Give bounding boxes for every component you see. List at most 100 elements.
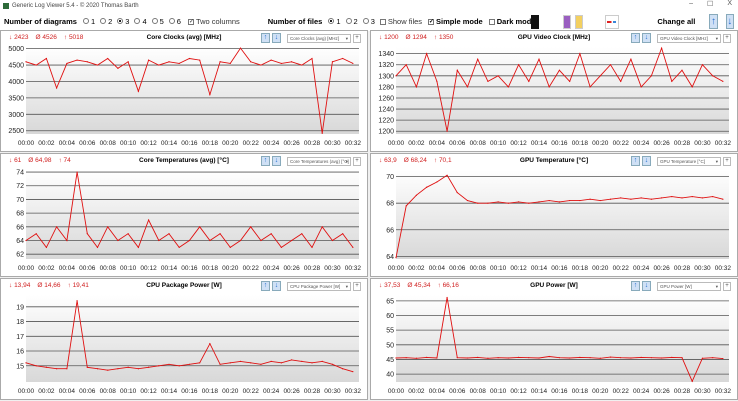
x-tick-label: 00:04 xyxy=(429,140,446,147)
diagram-radio-6[interactable]: 6 xyxy=(168,17,181,26)
arrow-up-icon[interactable]: ↑ xyxy=(631,281,640,291)
y-tick-label: 1260 xyxy=(378,95,394,102)
chart-panel: ↓ 61 Ø 64,98 ↑ 74 Core Temperatures (avg) [… xyxy=(0,153,368,277)
data-point xyxy=(681,197,683,199)
arrow-up-icon[interactable]: ↑ xyxy=(261,33,270,43)
x-tick-label: 00:30 xyxy=(324,140,341,147)
data-point xyxy=(96,368,99,370)
x-tick-label: 00:24 xyxy=(633,265,650,272)
x-tick-label: 00:00 xyxy=(388,265,405,272)
diagram-radio-4[interactable]: 4 xyxy=(134,17,147,26)
stat-min-value: 2423 xyxy=(14,34,29,41)
data-point xyxy=(107,369,109,371)
data-point xyxy=(76,171,78,173)
stat-max: ↑ 5018 xyxy=(63,34,84,41)
maximize-button[interactable]: ☐ xyxy=(707,1,714,8)
minimize-button[interactable]: – xyxy=(689,0,694,7)
plot-background xyxy=(26,170,359,259)
diagram-radio-2[interactable]: 2 xyxy=(100,17,112,26)
x-tick-label: 00:22 xyxy=(243,265,260,272)
simple-mode-checkbox[interactable]: ✓ Simple mode xyxy=(428,17,483,26)
add-button[interactable]: + xyxy=(723,281,731,291)
data-point xyxy=(538,357,540,359)
arrow-up-icon[interactable]: ↑ xyxy=(631,156,640,166)
x-tick-label: 00:28 xyxy=(674,140,691,147)
data-point xyxy=(331,61,334,63)
series-dropdown[interactable]: GPU Temperature [°C] xyxy=(657,156,721,166)
x-tick-label: 00:14 xyxy=(161,388,178,395)
x-tick-label: 00:14 xyxy=(531,388,548,395)
stat-avg-value: 14,66 xyxy=(44,282,61,289)
chart-header: ↓ 61 Ø 64,98 ↑ 74 Core Temperatures (avg) [… xyxy=(1,154,367,168)
x-tick-label: 00:26 xyxy=(283,140,300,147)
x-tick-label: 00:28 xyxy=(674,388,691,395)
toolbar: Number of diagrams 1 2 3 4 5 6 ✓ Two columns N… xyxy=(0,12,738,31)
chart-header: ↓ 63,9 Ø 68,24 ↑ 70,1 GPU Temperature [°C] ↑… xyxy=(371,154,737,168)
data-point xyxy=(188,57,191,60)
arrow-down-icon[interactable]: ↓ xyxy=(272,281,281,291)
arrow-down-icon[interactable]: ↓ xyxy=(642,281,651,291)
data-point xyxy=(107,57,109,60)
add-button[interactable]: + xyxy=(353,281,361,291)
series-dropdown[interactable]: CPU Package Power [W] xyxy=(287,281,351,291)
add-button[interactable]: + xyxy=(723,33,731,43)
radio-label: 1 xyxy=(90,16,96,26)
diagram-radio-3[interactable]: 3 xyxy=(117,17,129,26)
close-button[interactable]: X xyxy=(727,0,732,7)
save-icon[interactable] xyxy=(563,14,571,29)
file-radio-1[interactable]: 1 xyxy=(328,17,341,26)
x-tick-label: 00:18 xyxy=(572,265,589,272)
diagram-radio-1[interactable]: 1 xyxy=(82,16,96,26)
arrow-up-icon[interactable]: ↑ xyxy=(631,33,640,43)
data-point xyxy=(280,362,282,364)
arrow-down-icon[interactable]: ↓ xyxy=(272,156,281,166)
dark-mode-checkbox[interactable]: Dark mod xyxy=(488,17,531,26)
remove-swap-icon[interactable] xyxy=(604,14,620,29)
chart-header: ↓ 13,94 Ø 14,66 ↑ 19,41 CPU Package Power [… xyxy=(1,279,367,293)
add-button[interactable]: + xyxy=(353,33,361,43)
diagram-radio-5[interactable]: 5 xyxy=(151,17,164,26)
file-radio-3[interactable]: 3 xyxy=(362,17,375,26)
series-dropdown[interactable]: GPU Power [W] xyxy=(657,281,721,291)
data-point xyxy=(290,61,293,63)
x-tick-label: 00:20 xyxy=(592,265,609,272)
folder-icon[interactable] xyxy=(574,14,583,29)
two-columns-checkbox[interactable]: ✓ Two columns xyxy=(187,17,240,26)
data-point xyxy=(147,366,150,368)
arrow-down-icon[interactable]: ↓ xyxy=(725,14,734,29)
data-point xyxy=(691,86,693,88)
x-tick-label: 00:32 xyxy=(715,140,732,147)
arrow-up-icon[interactable]: ↑ xyxy=(709,14,718,29)
data-point xyxy=(147,219,150,221)
series-dropdown[interactable]: Core Clocks (avg) [MHz] xyxy=(287,33,351,43)
data-point xyxy=(219,363,221,365)
data-point xyxy=(117,239,119,242)
stat-min: ↓ 13,94 xyxy=(9,282,31,289)
arrow-up-icon[interactable]: ↑ xyxy=(261,281,270,291)
data-point xyxy=(609,64,612,66)
arrow-down-icon[interactable]: ↓ xyxy=(272,33,281,43)
y-tick-label: 60 xyxy=(386,313,394,320)
data-point xyxy=(456,69,458,71)
data-point xyxy=(168,363,170,365)
series-dropdown[interactable]: Core Temperatures (avg) [°C] xyxy=(287,156,351,166)
arrow-down-icon[interactable]: ↓ xyxy=(642,33,651,43)
camera-icon[interactable] xyxy=(531,14,540,29)
x-tick-label: 00:12 xyxy=(140,388,157,395)
show-files-checkbox[interactable]: Show files xyxy=(379,17,422,26)
data-point xyxy=(517,64,520,66)
arrow-down-icon[interactable]: ↓ xyxy=(642,156,651,166)
add-button[interactable]: + xyxy=(353,156,361,166)
data-point xyxy=(199,226,201,228)
series-dropdown[interactable]: GPU Video Clock [MHz] xyxy=(657,33,721,43)
x-tick-label: 00:30 xyxy=(694,388,711,395)
data-point xyxy=(701,64,704,66)
y-tick-label: 1300 xyxy=(378,73,394,80)
data-point xyxy=(691,380,693,382)
arrow-up-icon[interactable]: ↑ xyxy=(261,156,270,166)
x-tick-label: 00:08 xyxy=(470,388,487,395)
add-button[interactable]: + xyxy=(723,156,731,166)
data-point xyxy=(497,357,499,359)
x-tick-label: 00:18 xyxy=(202,265,219,272)
file-radio-2[interactable]: 2 xyxy=(345,17,358,26)
